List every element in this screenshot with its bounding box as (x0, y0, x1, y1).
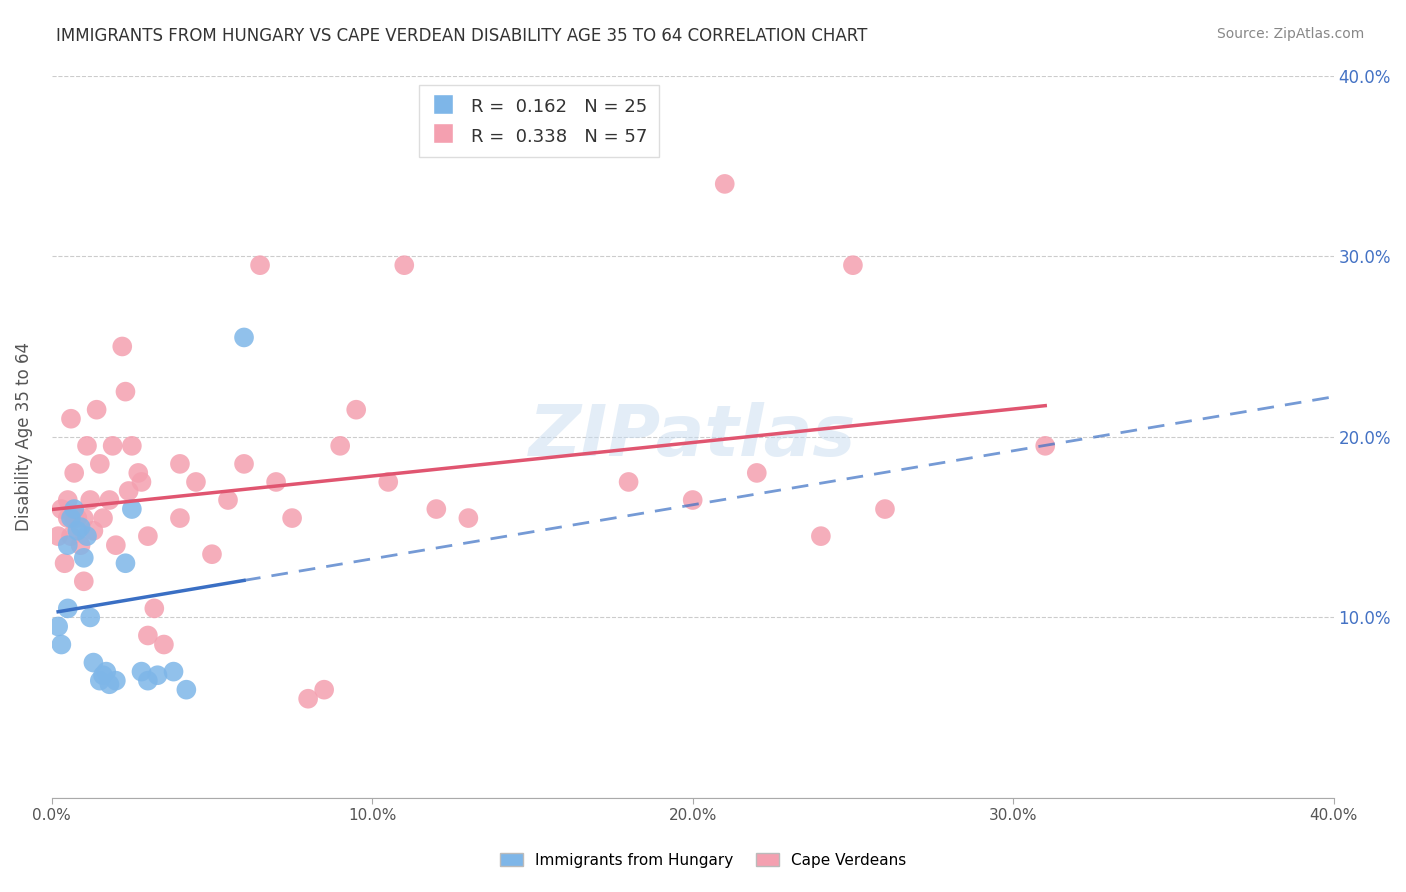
Point (51, 502, 73, 516)
Point (111, 339, 134, 353)
Point (114, 384, 136, 399)
Point (66, 511, 89, 525)
Point (69, 538, 91, 552)
Point (56, 493, 79, 508)
Point (46, 619, 69, 633)
Point (425, 502, 447, 516)
Point (56, 511, 79, 525)
Point (344, 402, 367, 417)
Point (136, 529, 159, 543)
Point (713, 177, 735, 191)
Point (69, 520, 91, 534)
Point (131, 665, 153, 679)
Point (59, 511, 82, 525)
Point (153, 638, 176, 652)
Point (1033, 439, 1056, 453)
Legend: R =  0.162   N = 25, R =  0.338   N = 57: R = 0.162 N = 25, R = 0.338 N = 57 (419, 85, 658, 158)
Point (89, 673, 111, 688)
Point (46, 529, 69, 543)
Point (136, 628, 159, 642)
Point (121, 439, 143, 453)
Point (146, 668, 169, 682)
Point (281, 511, 304, 525)
Point (73, 574, 96, 589)
Point (63, 502, 86, 516)
Point (82, 656, 104, 670)
Point (297, 691, 319, 706)
Point (136, 673, 159, 688)
Point (53, 556, 76, 570)
Point (101, 439, 124, 453)
Point (176, 682, 198, 697)
Point (73, 511, 96, 525)
Point (264, 475, 287, 489)
Point (217, 493, 239, 508)
Point (59, 411, 82, 425)
Point (329, 439, 352, 453)
Point (104, 538, 127, 552)
Text: IMMIGRANTS FROM HUNGARY VS CAPE VERDEAN DISABILITY AGE 35 TO 64 CORRELATION CHAR: IMMIGRANTS FROM HUNGARY VS CAPE VERDEAN … (56, 27, 868, 45)
Point (169, 511, 191, 525)
Point (162, 665, 184, 679)
Point (169, 457, 191, 471)
Point (91, 668, 114, 682)
Point (233, 457, 256, 471)
Point (118, 483, 141, 498)
Point (131, 475, 153, 489)
Point (98, 677, 121, 691)
Point (127, 466, 149, 480)
Point (89, 457, 111, 471)
Point (63, 511, 86, 525)
Point (82, 524, 104, 538)
Point (617, 475, 640, 489)
Point (79, 493, 101, 508)
Point (201, 547, 224, 561)
Point (314, 682, 336, 697)
Point (63, 466, 86, 480)
Point (73, 550, 96, 565)
Point (143, 601, 166, 615)
Point (98, 493, 121, 508)
Point (96, 665, 118, 679)
Point (104, 673, 127, 688)
Point (114, 556, 136, 570)
Point (56, 538, 79, 552)
Point (79, 610, 101, 624)
Point (76, 439, 98, 453)
Point (91, 511, 114, 525)
Text: ZIPatlas: ZIPatlas (529, 402, 856, 471)
Point (377, 475, 399, 489)
Point (76, 529, 98, 543)
Point (184, 475, 207, 489)
Point (121, 502, 143, 516)
Point (842, 258, 865, 272)
Point (66, 524, 89, 538)
Point (59, 529, 82, 543)
Point (56, 601, 79, 615)
Point (249, 258, 271, 272)
Point (873, 502, 896, 516)
Y-axis label: Disability Age 35 to 64: Disability Age 35 to 64 (15, 343, 32, 532)
Point (86, 402, 108, 417)
Point (682, 493, 704, 508)
Point (810, 529, 832, 543)
Text: Source: ZipAtlas.com: Source: ZipAtlas.com (1216, 27, 1364, 41)
Point (394, 258, 416, 272)
Point (51, 638, 73, 652)
Point (233, 330, 256, 344)
Legend: Immigrants from Hungary, Cape Verdeans: Immigrants from Hungary, Cape Verdeans (492, 845, 914, 875)
Point (457, 511, 479, 525)
Point (745, 466, 768, 480)
